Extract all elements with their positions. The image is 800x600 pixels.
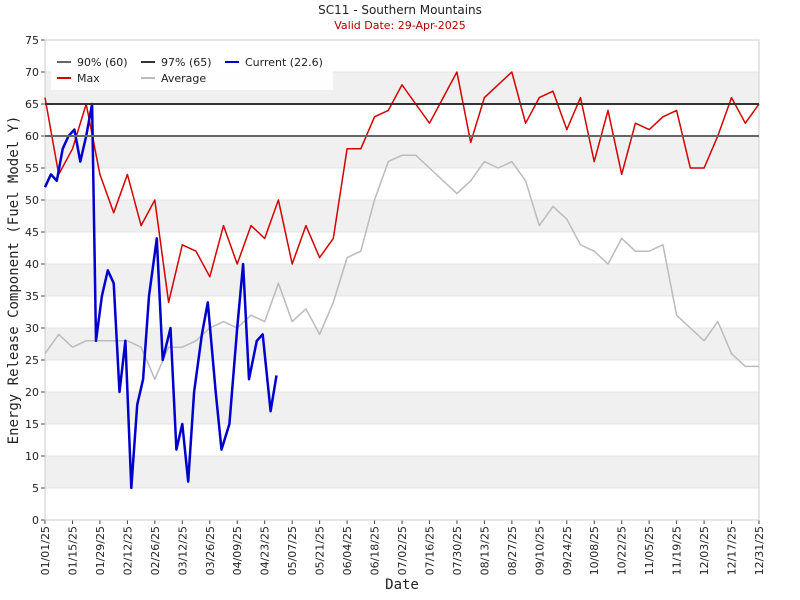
- y-tick-label: 35: [25, 290, 39, 303]
- x-tick-label: 01/15/25: [66, 526, 79, 575]
- y-tick-label: 40: [25, 258, 39, 271]
- grid-band: [45, 136, 759, 168]
- y-tick-label: 5: [32, 482, 39, 495]
- y-tick-label: 70: [25, 66, 39, 79]
- x-tick-label: 06/04/25: [341, 526, 354, 575]
- chart-subtitle: Valid Date: 29-Apr-2025: [334, 19, 466, 32]
- legend-label: Current (22.6): [245, 56, 323, 69]
- legend-label: 90% (60): [77, 56, 128, 69]
- x-tick-label: 08/27/25: [506, 526, 519, 575]
- series-line: [44, 71, 760, 304]
- x-axis-label: Date: [385, 577, 419, 593]
- x-tick-label: 09/24/25: [561, 526, 574, 575]
- x-tick-label: 11/19/25: [671, 526, 684, 575]
- x-tick-label: 12/31/25: [753, 526, 766, 575]
- x-tick-label: 10/08/25: [588, 526, 601, 575]
- x-tick-label: 04/23/25: [259, 526, 272, 575]
- legend-box: [51, 50, 333, 90]
- y-tick-label: 15: [25, 418, 39, 431]
- grid-band: [45, 328, 759, 360]
- y-tick-label: 45: [25, 226, 39, 239]
- plot-frame: [44, 39, 760, 521]
- x-tick-label: 03/26/25: [204, 526, 217, 575]
- x-tick-label: 07/30/25: [451, 526, 464, 575]
- grid-band: [45, 392, 759, 424]
- x-tick-label: 12/03/25: [698, 526, 711, 575]
- legend-label: 97% (65): [161, 56, 212, 69]
- x-tick-label: 09/10/25: [533, 526, 546, 575]
- x-tick-label: 10/22/25: [616, 526, 629, 575]
- y-tick-label: 25: [25, 354, 39, 367]
- x-tick-label: 07/16/25: [423, 526, 436, 575]
- x-tick-label: 01/29/25: [94, 526, 107, 575]
- y-tick-label: 10: [25, 450, 39, 463]
- x-tick-label: 07/02/25: [396, 526, 409, 575]
- y-tick-label: 0: [32, 514, 39, 527]
- y-tick-label: 55: [25, 162, 39, 175]
- y-tick-label: 30: [25, 322, 39, 335]
- y-tick-label: 60: [25, 130, 39, 143]
- legend-label: Average: [161, 72, 206, 85]
- y-tick-label: 65: [25, 98, 39, 111]
- y-tick-label: 75: [25, 34, 39, 47]
- y-tick-label: 20: [25, 386, 39, 399]
- y-axis-label: Energy Release Component (Fuel Model Y): [6, 116, 22, 445]
- y-tick-label: 50: [25, 194, 39, 207]
- x-tick-label: 01/01/25: [39, 526, 52, 575]
- legend: 90% (60) 97% (65) Current (22.6) Max Average: [51, 50, 333, 90]
- grid-band: [45, 456, 759, 488]
- legend-label: Max: [77, 72, 100, 85]
- x-tick-label: 03/12/25: [176, 526, 189, 575]
- series-line: [43, 102, 278, 490]
- x-tick-label: 05/07/25: [286, 526, 299, 575]
- grid-band: [45, 200, 759, 232]
- x-tick-label: 02/26/25: [149, 526, 162, 575]
- x-tick-label: 11/05/25: [643, 526, 656, 575]
- x-tick-label: 12/17/25: [726, 526, 739, 575]
- x-tick-label: 06/18/25: [369, 526, 382, 575]
- x-tick-label: 04/09/25: [231, 526, 244, 575]
- x-tick-label: 05/21/25: [314, 526, 327, 575]
- x-tick-label: 08/13/25: [478, 526, 491, 575]
- x-tick-label: 02/12/25: [121, 526, 134, 575]
- chart-title: SC11 - Southern Mountains: [318, 3, 482, 17]
